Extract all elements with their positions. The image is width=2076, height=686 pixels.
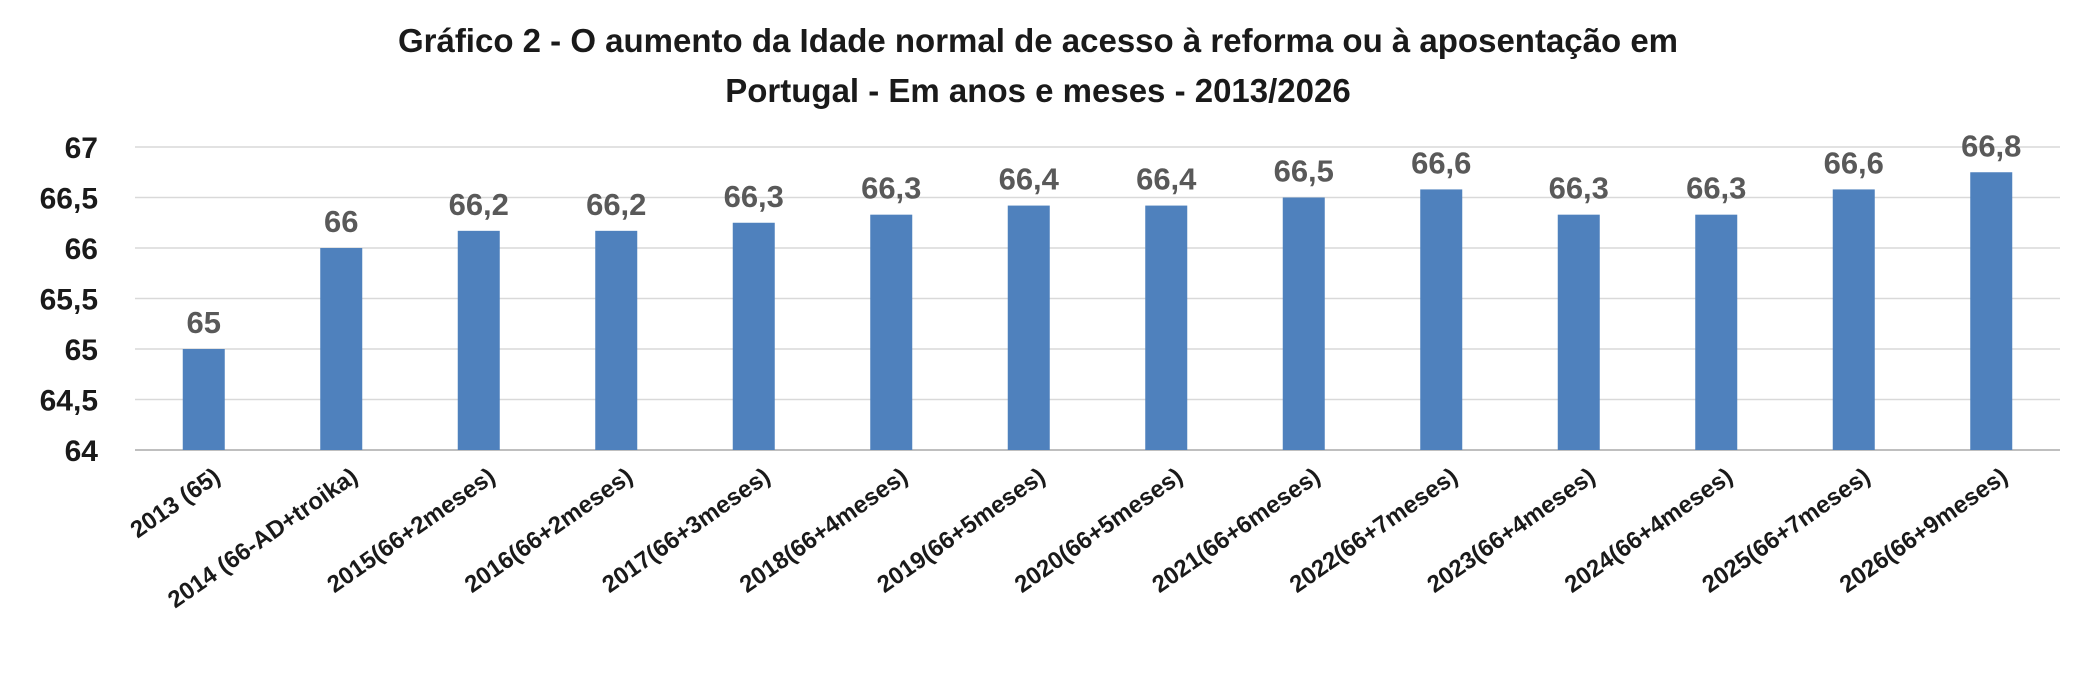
data-label: 66,3 [1549,171,1609,206]
bar [1282,197,1325,450]
data-label: 66,3 [861,171,921,206]
data-label: 66,6 [1824,145,1884,180]
y-axis-ticks: 64 64,5 65 65,5 66 66,5 67 [40,132,99,468]
bar [182,349,225,450]
data-label: 66,3 [1686,171,1746,206]
y-tick-label: 66,5 [40,183,98,216]
y-tick-label: 67 [65,132,98,165]
chart-title-line2: Portugal - Em anos e meses - 2013/2026 [725,72,1350,109]
data-label: 66,2 [449,187,509,222]
chart-title-line1: Gráfico 2 - O aumento da Idade normal de… [398,22,1678,59]
bar [1007,205,1050,450]
x-tick-label: 2013 (65) [126,463,226,544]
bar [457,230,500,450]
gridlines [135,146,2060,451]
bar [595,230,638,450]
data-label: 66,8 [1961,128,2021,163]
bar [732,222,775,450]
bar [1695,214,1738,450]
y-tick-label: 66 [65,233,98,266]
bars [182,172,2013,451]
data-label: 66,3 [724,179,784,214]
bar [1832,189,1875,451]
data-label: 66,2 [586,187,646,222]
bar [870,214,913,450]
y-tick-label: 65 [65,334,98,367]
data-label: 66,4 [1136,162,1197,197]
bar [1557,214,1600,450]
x-axis-ticks: 2013 (65)2014 (66-AD+troika)2015(66+2mes… [126,463,2013,614]
bar [1145,205,1188,450]
y-tick-label: 64,5 [40,385,98,418]
y-tick-label: 65,5 [40,284,98,317]
bar [1970,172,2013,450]
bar [1420,189,1463,451]
data-label: 66 [324,204,358,239]
bar [320,248,363,450]
data-label: 66,4 [999,162,1060,197]
data-label: 65 [187,305,221,340]
y-tick-label: 64 [65,435,99,468]
data-labels: 65 66 66,2 66,2 66,3 66,3 66,4 66,4 66,5 66,6 66,3… [187,128,2022,340]
data-label: 66,6 [1411,145,1471,180]
data-label: 66,5 [1274,154,1334,189]
